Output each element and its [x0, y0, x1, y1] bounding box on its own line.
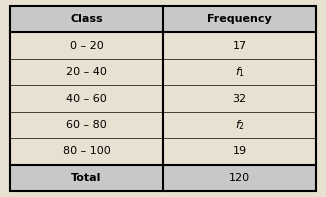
Text: Total: Total	[71, 173, 102, 183]
Text: 17: 17	[232, 41, 247, 51]
Text: $f_2$: $f_2$	[235, 118, 244, 132]
Text: 60 – 80: 60 – 80	[66, 120, 107, 130]
Text: 0 – 20: 0 – 20	[69, 41, 103, 51]
Text: Class: Class	[70, 14, 103, 24]
Bar	[10, 165, 316, 191]
Text: $f_1$: $f_1$	[234, 65, 245, 79]
Text: Frequency: Frequency	[207, 14, 272, 24]
Bar	[10, 6, 316, 32]
Text: 120: 120	[229, 173, 250, 183]
Text: 40 – 60: 40 – 60	[66, 94, 107, 103]
Text: 19: 19	[232, 146, 247, 156]
Text: 80 – 100: 80 – 100	[63, 146, 110, 156]
Text: 32: 32	[232, 94, 247, 103]
Text: 20 – 40: 20 – 40	[66, 67, 107, 77]
